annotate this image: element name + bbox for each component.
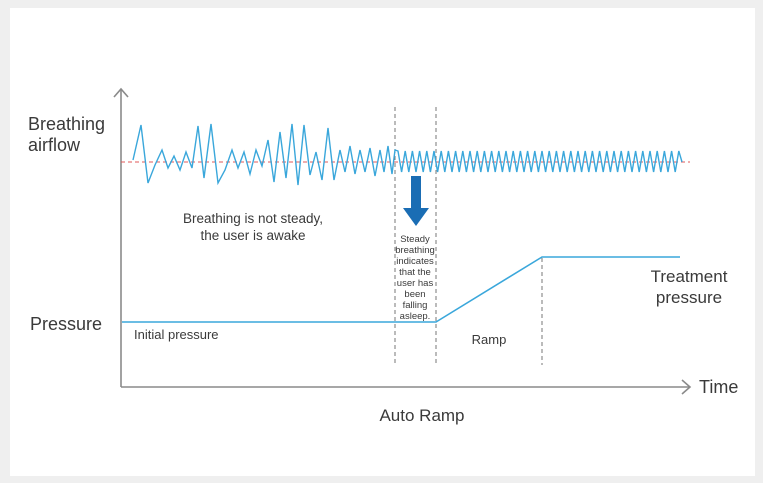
diagram-panel	[10, 8, 755, 476]
y-label-airflow-2: airflow	[28, 135, 81, 155]
treatment-label-1: Treatment	[651, 267, 728, 286]
y-axis-arrowhead	[113, 87, 129, 98]
ramp-label: Ramp	[472, 332, 507, 347]
x-label-time: Time	[699, 377, 738, 397]
steady-note-line: breathing	[395, 245, 435, 256]
steady-note-line: asleep.	[400, 311, 431, 322]
steady-note-line: falling	[403, 300, 428, 311]
y-label-pressure: Pressure	[30, 314, 102, 334]
awake-note-line2: the user is awake	[200, 228, 305, 243]
treatment-label-2: pressure	[656, 288, 722, 307]
caption: Auto Ramp	[379, 406, 464, 425]
down-arrow-icon	[403, 176, 429, 226]
steady-note-line: indicates	[396, 256, 434, 267]
pressure-curve	[122, 256, 680, 323]
initial-pressure-label: Initial pressure	[134, 327, 219, 342]
x-axis-arrowhead	[681, 379, 692, 395]
steady-note-line: user has	[397, 278, 434, 289]
breathing-airflow-wave	[132, 123, 683, 186]
y-label-airflow-1: Breathing	[28, 114, 105, 134]
steady-note-line: that the	[399, 267, 431, 278]
steady-note-line: been	[404, 289, 425, 300]
awake-note-line1: Breathing is not steady,	[183, 211, 323, 226]
steady-note-line: Steady	[400, 234, 430, 245]
